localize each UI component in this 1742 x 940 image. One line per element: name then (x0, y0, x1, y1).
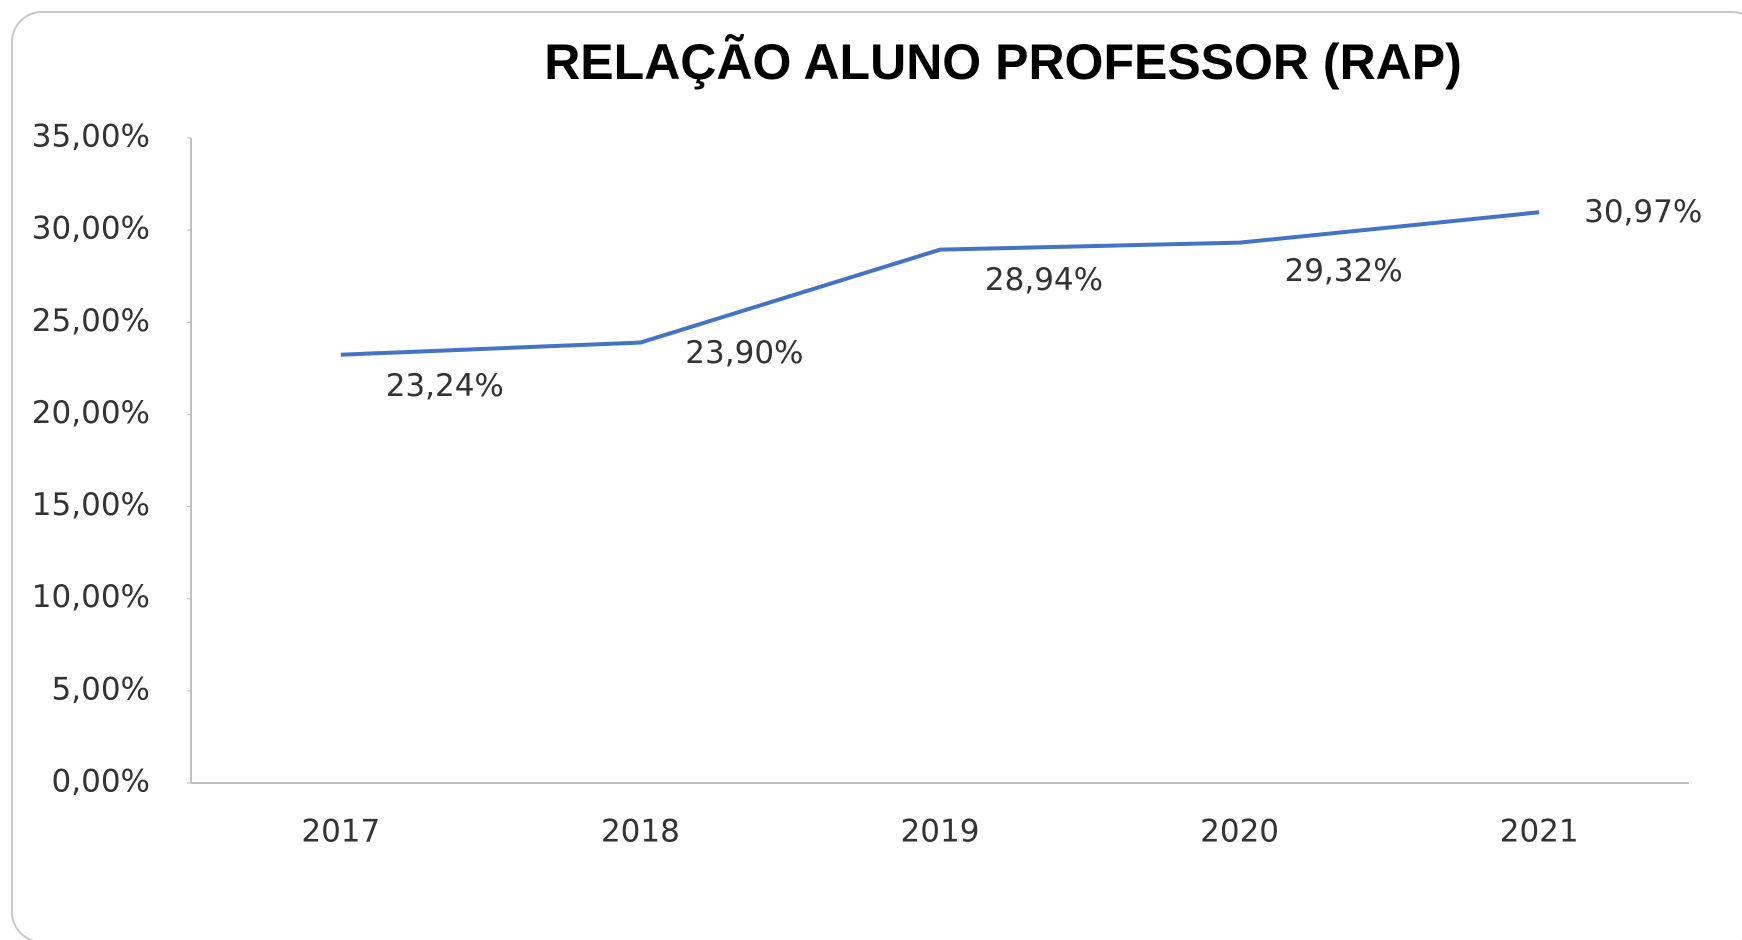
chart-frame (11, 11, 1742, 940)
y-tick-label: 30,00% (32, 211, 150, 247)
chart-title: RELAÇÃO ALUNO PROFESSOR (RAP) (544, 34, 1462, 90)
y-tick-label: 0,00% (52, 764, 150, 800)
y-tick-label: 5,00% (52, 671, 150, 707)
data-label: 30,97% (1584, 194, 1702, 230)
x-tick-label: 2018 (601, 814, 680, 850)
y-tick-label: 15,00% (32, 487, 150, 523)
y-tick-label: 25,00% (32, 303, 150, 339)
y-tick-label: 35,00% (32, 119, 150, 155)
data-label: 23,90% (685, 335, 803, 371)
x-tick-label: 2017 (301, 814, 380, 850)
x-tick-label: 2021 (1500, 814, 1579, 850)
x-tick-label: 2019 (901, 814, 980, 850)
data-label: 23,24% (386, 368, 504, 404)
data-label: 28,94% (985, 262, 1103, 298)
y-tick-label: 20,00% (32, 395, 150, 431)
y-tick-label: 10,00% (32, 579, 150, 615)
line (340, 210, 1540, 357)
x-tick-label: 2020 (1200, 814, 1279, 850)
data-label: 29,32% (1284, 253, 1402, 289)
